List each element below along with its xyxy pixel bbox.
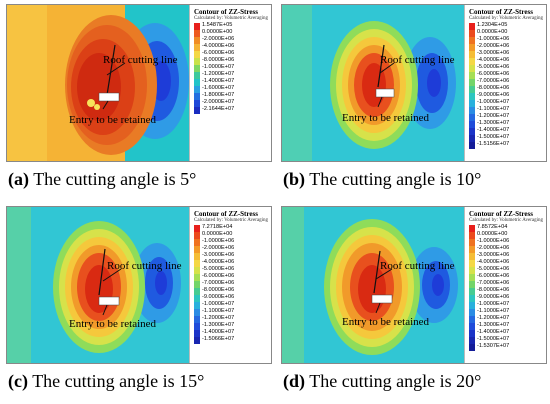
contour-image-d: Roof cutting line Entry to be retained [282,207,464,363]
legend-values-b: 1.2304E+05 0.0000E+00 -1.0000E+06 -2.0000E+… [477,22,510,147]
contour-plot-c: Roof cutting line Entry to be retained C… [6,206,272,364]
entry-rect-b [375,88,395,98]
caption-c: (c) The cutting angle is 15° [8,371,205,391]
roof-cutting-line-a [106,44,116,96]
legend-colorbar-b [469,23,475,149]
legend-colorbar-d [469,225,475,351]
roof-cutting-line-b [377,44,385,88]
caption-a: (a) The cutting angle is 5° [8,169,197,189]
figure-panel-a: Roof cutting line Entry to be retained C… [0,0,275,202]
roof-cutting-line-d [373,250,381,294]
entry-label-a: Entry to be retained [69,114,157,126]
legend-c: Contour of ZZ-Stress Calculated by: Volu… [189,207,271,363]
roof-label-c: Roof cutting line [107,260,182,272]
legend-values-c: 7.2718E+04 0.0000E+00 -1.0000E+06 -2.0000E+… [202,224,235,342]
figure-panel-b: Roof cutting line Entry to be retained C… [275,0,550,202]
entry-rect-a [98,92,120,102]
legend-a: Contour of ZZ-Stress Calculated by: Volu… [189,5,271,161]
roof-label-d: Roof cutting line [380,260,455,272]
legend-subtitle-b: Calculated by: Volumetric Averaging [469,16,544,21]
legend-b: Contour of ZZ-Stress Calculated by: Volu… [464,5,546,161]
legend-subtitle-a: Calculated by: Volumetric Averaging [194,16,269,21]
caption-b: (b) The cutting angle is 10° [283,169,482,189]
contour-plot-d: Roof cutting line Entry to be retained C… [281,206,547,364]
entry-rect-d [371,294,393,304]
contour-image-b: Roof cutting line Entry to be retained [282,5,464,161]
figure-panel-c: Roof cutting line Entry to be retained C… [0,202,275,404]
legend-title-c: Contour of ZZ-Stress [194,210,258,218]
entry-label-d: Entry to be retained [342,316,430,328]
legend-colorbar-c [194,225,200,344]
legend-d: Contour of ZZ-Stress Calculated by: Volu… [464,207,546,363]
legend-subtitle-c: Calculated by: Volumetric Averaging [194,218,269,223]
legend-subtitle-d: Calculated by: Volumetric Averaging [469,218,544,223]
entry-label-b: Entry to be retained [342,112,430,124]
entry-rect-c [98,296,120,306]
contour-image-a: Roof cutting line Entry to be retained [7,5,189,161]
roof-cutting-line-c [98,248,106,296]
contour-plot-b: Roof cutting line Entry to be retained C… [281,4,547,162]
contour-plot-a: Roof cutting line Entry to be retained C… [6,4,272,162]
contour-image-c: Roof cutting line Entry to be retained [7,207,189,363]
roof-label-a: Roof cutting line [103,54,178,66]
legend-values-a: 1.5487E+05 0.0000E+00 -2.0000E+06 -4.0000E+… [202,22,235,112]
caption-d: (d) The cutting angle is 20° [283,371,482,391]
legend-colorbar-a [194,23,200,114]
legend-title-b: Contour of ZZ-Stress [469,8,533,16]
legend-title-a: Contour of ZZ-Stress [194,8,258,16]
figure-panel-d: Roof cutting line Entry to be retained C… [275,202,550,404]
roof-label-b: Roof cutting line [380,54,455,66]
legend-values-d: 7.8572E+04 0.0000E+00 -1.0000E+06 -2.0000E+… [477,224,510,349]
legend-title-d: Contour of ZZ-Stress [469,210,533,218]
entry-label-c: Entry to be retained [69,318,157,330]
